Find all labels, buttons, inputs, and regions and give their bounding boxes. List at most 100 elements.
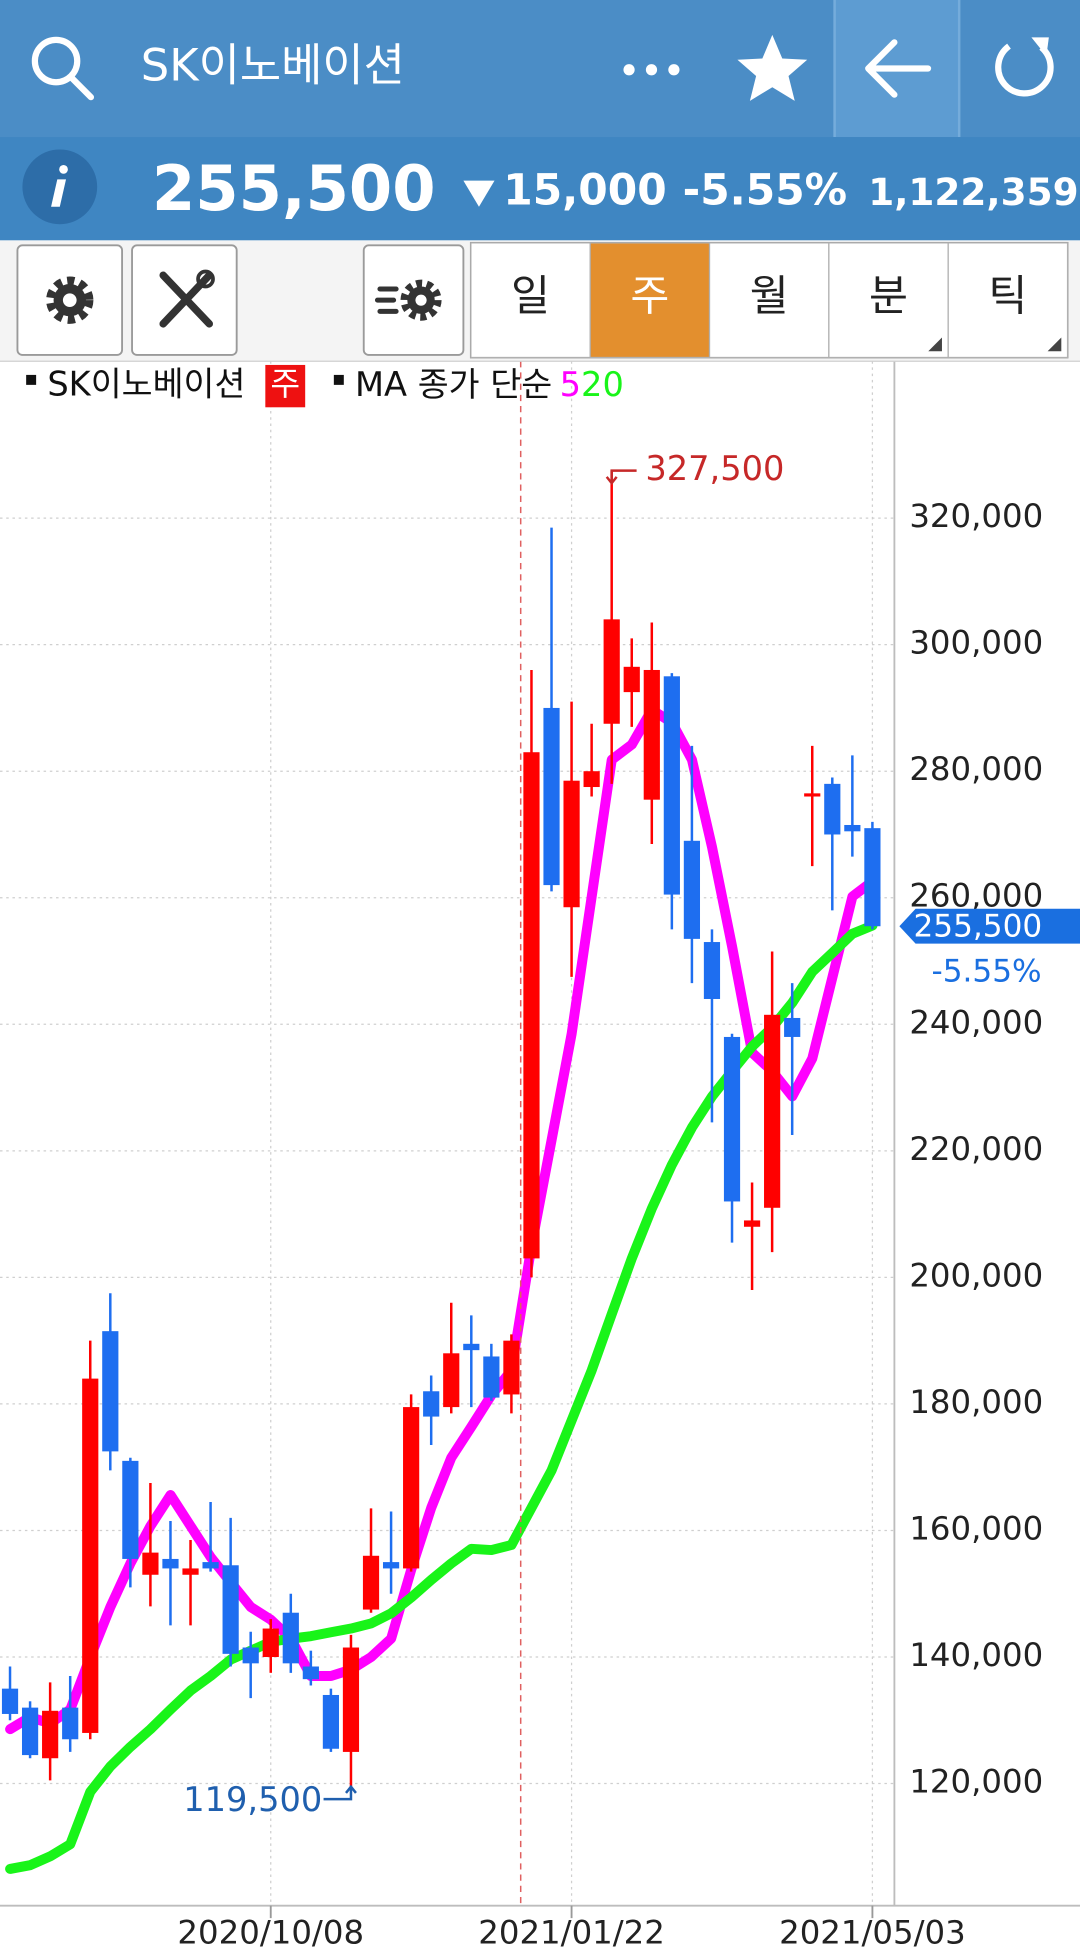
favorite-icon[interactable] — [737, 34, 808, 101]
back-icon[interactable] — [865, 39, 932, 98]
plot — [0, 361, 895, 1906]
candle-body — [483, 1356, 500, 1398]
last-price-label: 255,500 — [913, 908, 1042, 944]
y-tick-label: 180,000 — [909, 1383, 1043, 1421]
tab[interactable] — [947, 242, 1069, 359]
price-change: 15,000 — [503, 166, 666, 215]
candle-body — [403, 1407, 420, 1569]
more-icon[interactable] — [623, 64, 680, 76]
y-tick-label: 300,000 — [909, 624, 1043, 662]
candle-body — [262, 1628, 279, 1658]
candle-body — [643, 669, 660, 800]
candle-body — [102, 1331, 119, 1452]
indicator-button[interactable] — [362, 244, 465, 356]
info-icon[interactable] — [22, 149, 98, 225]
change-percent: -5.55% — [683, 166, 847, 215]
search-icon[interactable] — [31, 36, 95, 101]
candle-body — [382, 1562, 400, 1569]
last-price-tag — [899, 908, 1080, 944]
candle-body — [42, 1710, 59, 1759]
candle-body — [1, 1688, 19, 1714]
chart-area — [0, 361, 1080, 1953]
candle-body — [362, 1555, 380, 1610]
tab[interactable] — [708, 242, 830, 359]
candle-body — [222, 1565, 239, 1654]
volume: 1,122,359 — [868, 170, 1078, 214]
x-tick-label: 2021/05/03 — [779, 1913, 966, 1951]
candle-body — [62, 1707, 79, 1740]
annotation-label: 119,500 — [183, 1780, 322, 1819]
tab-label: 월 — [750, 271, 789, 320]
candle-body — [443, 1353, 460, 1408]
tab[interactable] — [470, 242, 591, 359]
app-title: SK이노베이션 — [141, 39, 405, 92]
legend-ma-names: 520 — [560, 365, 624, 404]
candle-body — [764, 1014, 781, 1208]
tab-label: 분 — [869, 271, 908, 320]
candle-body — [824, 783, 841, 835]
settings-button[interactable] — [16, 244, 124, 356]
candle-body — [342, 1647, 360, 1752]
x-tick-label: 2020/10/08 — [177, 1913, 364, 1951]
legend-bullet — [26, 374, 37, 385]
tab-dropdown-mark — [1047, 337, 1062, 352]
legend-bullet — [333, 374, 344, 385]
annotation-label: 327,500 — [645, 449, 784, 488]
ma-line — [5, 704, 878, 1735]
candle-body — [423, 1391, 440, 1417]
legend-ma: MA 종가 단순 520 — [355, 365, 624, 404]
x-tick-label: 2021/01/22 — [478, 1913, 665, 1951]
y-tick-label: 200,000 — [909, 1256, 1043, 1294]
candle-body — [302, 1666, 319, 1680]
candle-body — [743, 1220, 761, 1227]
candle-body — [21, 1707, 39, 1756]
annotation-arrow — [323, 1784, 357, 1801]
candle-body — [864, 828, 881, 927]
tab-label: 일 — [511, 271, 550, 320]
candle-body — [683, 840, 701, 939]
candle-body — [322, 1694, 340, 1749]
tab-label: 주 — [630, 271, 669, 320]
candle-body — [563, 780, 580, 908]
refresh-icon[interactable] — [995, 37, 1054, 97]
candle-body — [162, 1558, 179, 1569]
candle-body — [804, 793, 821, 797]
y-tick-label: 280,000 — [909, 750, 1043, 788]
candle-body — [122, 1460, 139, 1559]
candle-body — [844, 824, 861, 832]
candle-body — [603, 619, 620, 724]
candle-body — [242, 1647, 259, 1664]
legend-ma-label: MA 종가 단순 — [355, 365, 552, 404]
candle-body — [623, 666, 640, 693]
y-tick-label: 240,000 — [909, 1003, 1043, 1041]
legend-ma-name: 5 — [560, 365, 581, 404]
y-tick-label: 320,000 — [909, 497, 1043, 535]
candle-body — [523, 752, 540, 1259]
y-tick-label: 120,000 — [909, 1763, 1043, 1801]
quote-bar — [0, 137, 1080, 241]
tools-button[interactable] — [131, 244, 238, 356]
down-arrow — [463, 180, 495, 207]
candle-body — [463, 1343, 480, 1351]
last-change-label: -5.55% — [932, 953, 1042, 989]
candle-body — [583, 771, 600, 788]
candle-body — [82, 1378, 99, 1733]
y-tick-label: 220,000 — [909, 1130, 1043, 1168]
candle-body — [202, 1562, 219, 1569]
annotation-arrow — [605, 469, 637, 486]
candle-body — [142, 1552, 159, 1575]
y-tick-label: 140,000 — [909, 1636, 1043, 1674]
legend-period: 주 — [270, 365, 300, 403]
candle-body — [663, 676, 680, 895]
candle-body — [282, 1612, 299, 1664]
candle-body — [703, 942, 721, 999]
tab[interactable] — [589, 242, 711, 359]
tab[interactable] — [828, 242, 949, 359]
candle-body — [503, 1340, 520, 1395]
legend-period-box — [265, 364, 306, 408]
candle-body — [543, 707, 560, 886]
legend-ma-name: 20 — [581, 365, 624, 404]
